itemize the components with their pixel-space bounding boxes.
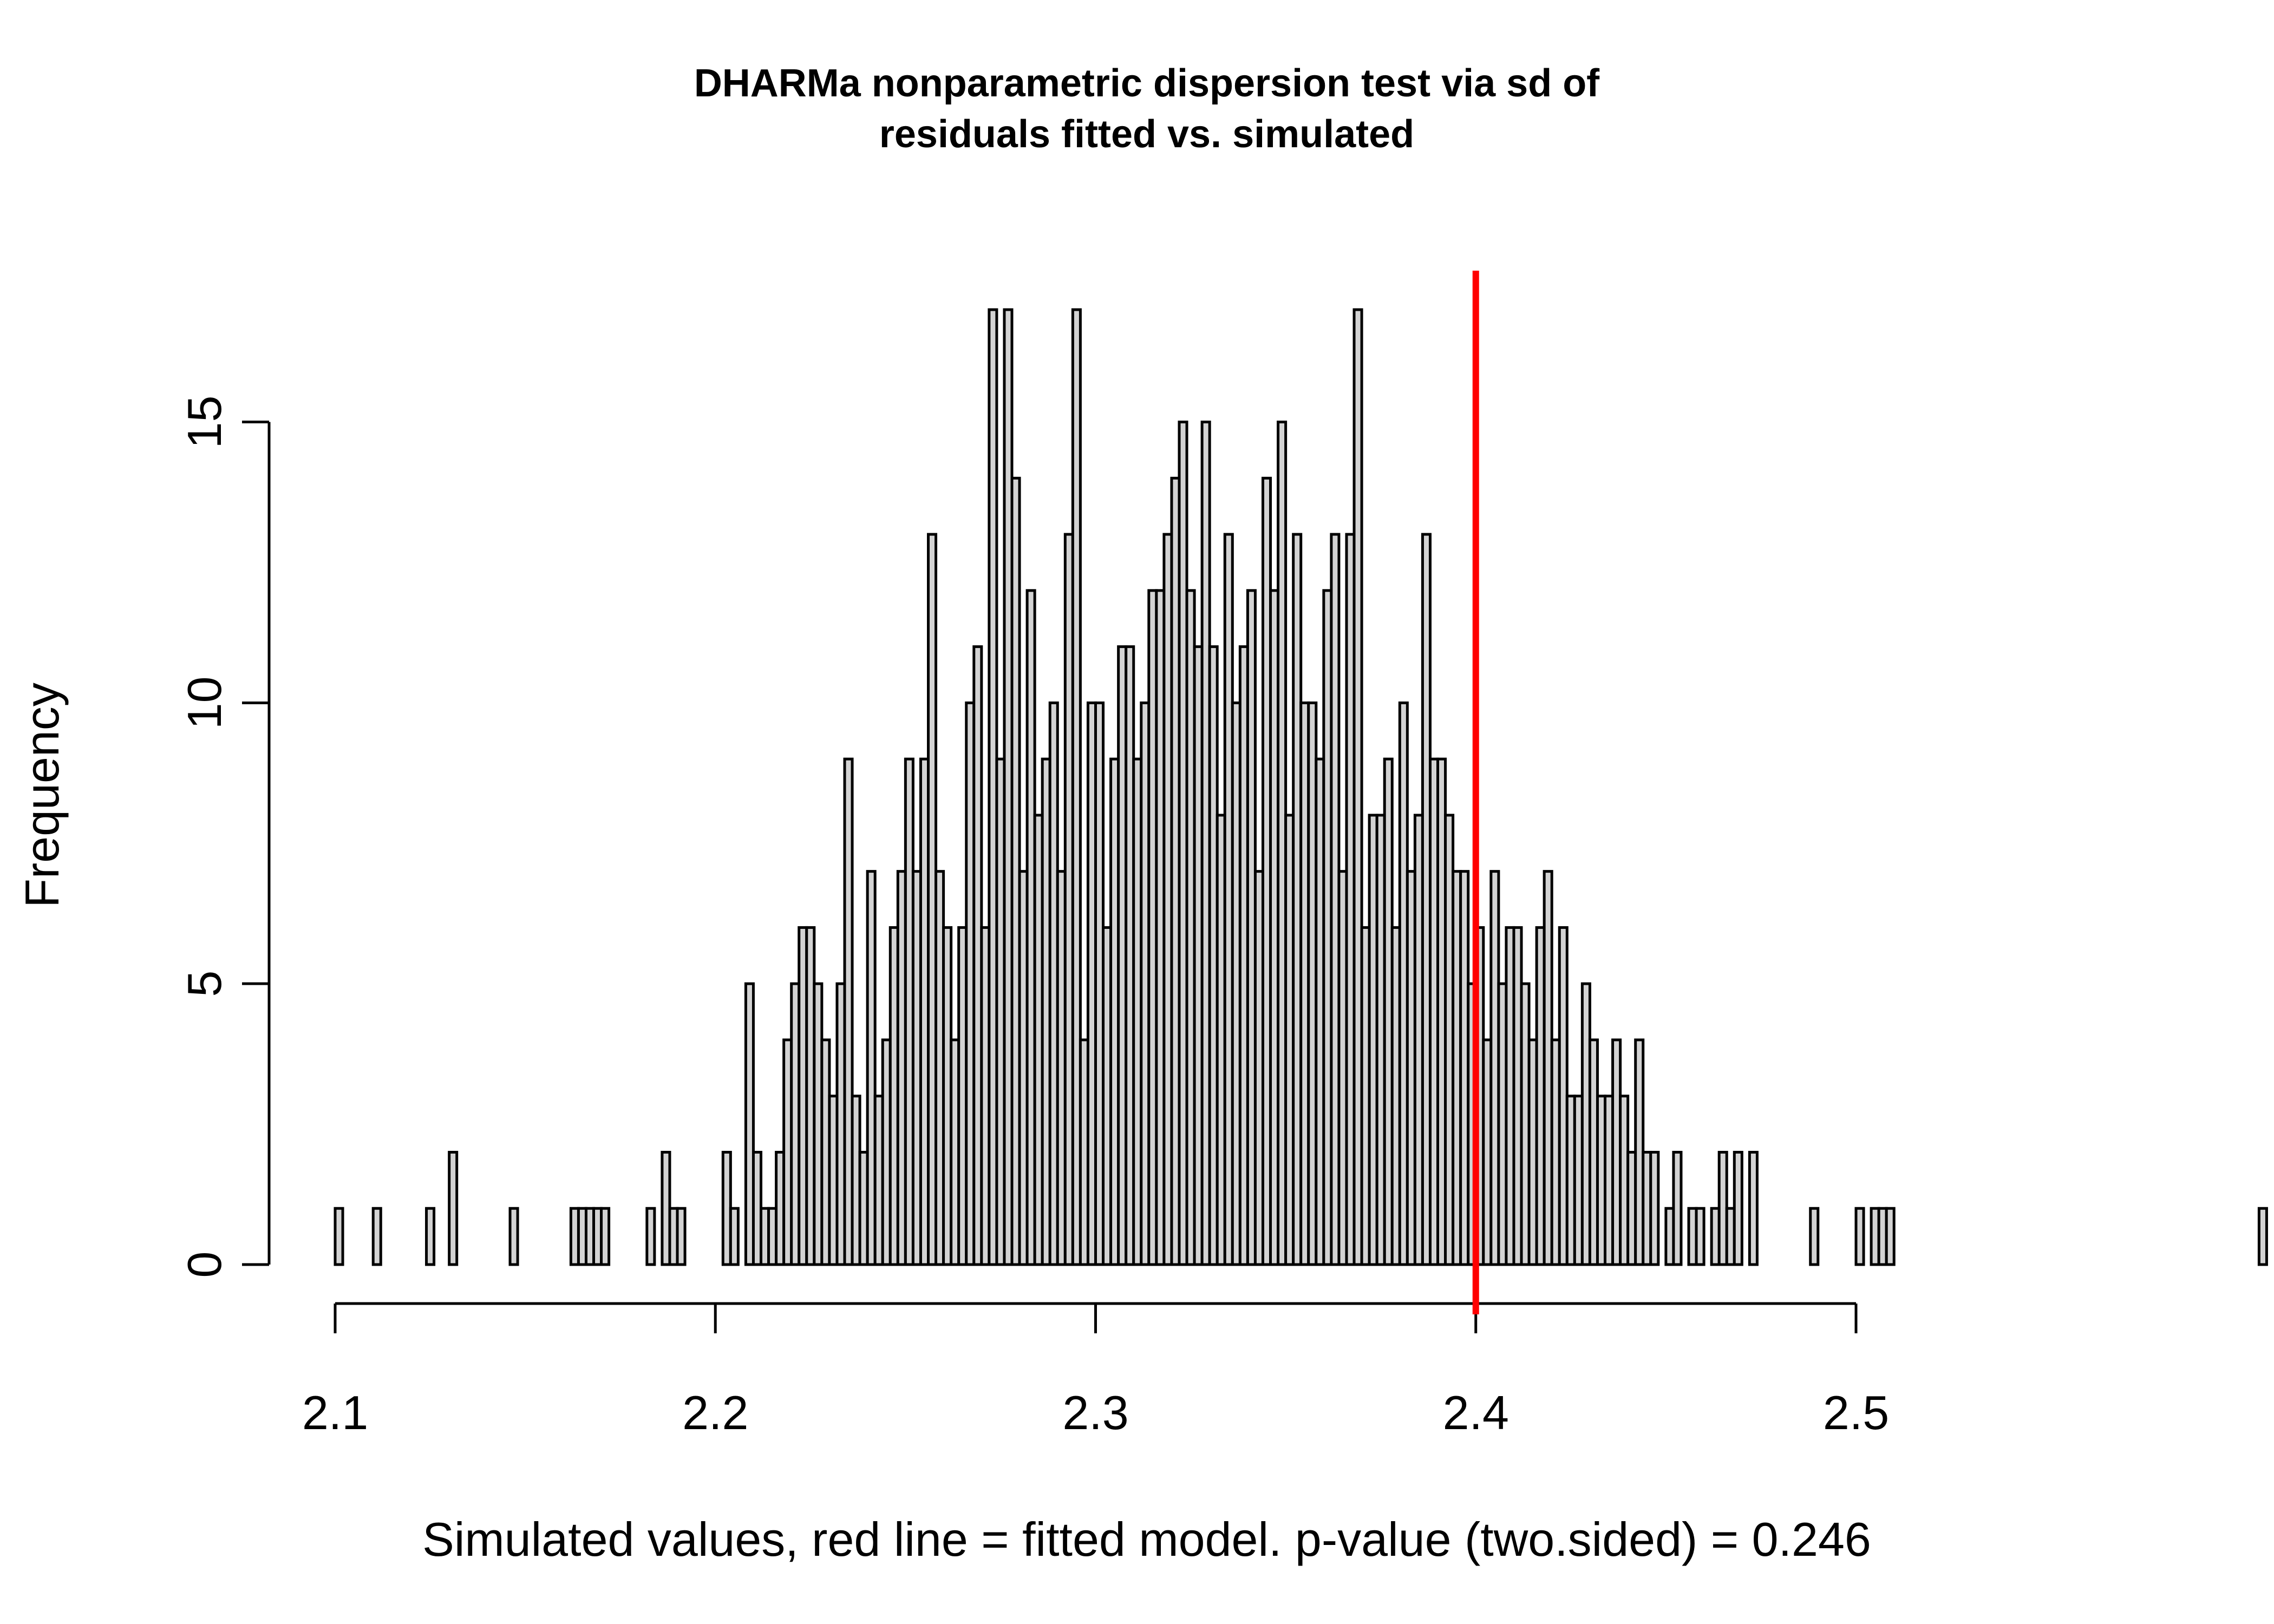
y-tick-label: 15: [178, 396, 231, 449]
x-axis: 2.1 2.2 2.3 2.4 2.5: [302, 1302, 1889, 1439]
histogram-bar: [729, 1207, 740, 1266]
histogram-bar: [600, 1207, 611, 1266]
histogram-bar: [645, 1207, 656, 1266]
histogram-bar: [371, 1207, 382, 1266]
histogram-bar: [1885, 1207, 1896, 1266]
x-tick-label: 2.4: [1443, 1386, 1509, 1439]
histogram-bar: [843, 757, 854, 1266]
histogram-bar: [1071, 308, 1082, 1266]
chart-title-line-2: residuals fitted vs. simulated: [879, 113, 1414, 156]
histogram-bar: [1649, 1150, 1660, 1266]
histogram-bar: [508, 1207, 519, 1266]
histogram-bar: [2257, 1207, 2268, 1266]
histogram-bar: [425, 1207, 436, 1266]
histogram-bar: [1733, 1150, 1743, 1266]
histogram-bar: [866, 870, 877, 1266]
histogram-bars: [334, 308, 2268, 1266]
histogram-bar: [1672, 1150, 1683, 1266]
x-tick-label: 2.1: [302, 1386, 368, 1439]
histogram-bar: [1748, 1150, 1759, 1266]
y-tick-label: 0: [178, 1252, 231, 1278]
histogram-bar: [448, 1150, 459, 1266]
y-tick-label: 5: [178, 971, 231, 997]
y-axis: 0 5 10 15: [178, 396, 271, 1278]
histogram-bar: [1695, 1207, 1706, 1266]
histogram-bar: [1809, 1207, 1820, 1266]
histogram-bar: [1854, 1207, 1865, 1266]
histogram-bar: [1352, 308, 1363, 1266]
chart-title-line-1: DHARMa nonparametric dispersion test via…: [694, 62, 1600, 105]
histogram-bar: [676, 1207, 687, 1266]
histogram-bar: [744, 982, 755, 1266]
x-tick-label: 2.5: [1823, 1386, 1889, 1439]
x-axis-label: Simulated values, red line = fitted mode…: [422, 1512, 1871, 1566]
x-tick-label: 2.2: [682, 1386, 748, 1439]
x-tick-label: 2.3: [1062, 1386, 1128, 1439]
y-tick-label: 10: [178, 676, 231, 729]
histogram-bar: [334, 1207, 344, 1266]
y-axis-label: Frequency: [15, 683, 69, 908]
